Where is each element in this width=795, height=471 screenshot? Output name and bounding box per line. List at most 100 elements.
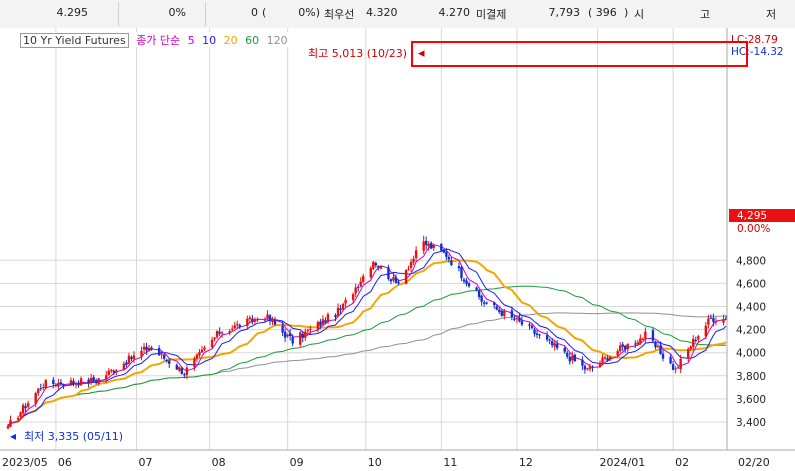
candle-body [712, 318, 715, 322]
highlight-box [411, 41, 748, 67]
candle-body [661, 353, 665, 359]
y-tick-label: 4,600 [736, 278, 766, 290]
price-tag [729, 209, 795, 222]
low-marker-arrow: ◂ [10, 429, 16, 443]
best-bid-value: 4.320 [366, 6, 398, 19]
volume-paren: ( [262, 6, 267, 19]
candle-body [618, 345, 622, 352]
candle-body [493, 302, 496, 306]
candle-body [709, 317, 713, 319]
candle-body [513, 318, 516, 320]
x-tick-label: 2024/01 [600, 456, 646, 469]
y-tick-label: 4,400 [736, 302, 766, 314]
candle-body [641, 338, 645, 340]
candle-body [634, 343, 637, 345]
best-bid-label: 최우선 [324, 8, 355, 21]
candle-body [671, 364, 675, 370]
candle-body [603, 357, 607, 359]
candle-body [281, 325, 284, 333]
candle-body [89, 378, 93, 383]
period-low-label: 최저 3,335 (05/11) [24, 430, 123, 443]
candlestick-chart[interactable]: 3,400 3,600 3,800 4,000 4,200 4,400 4,600 4,800… [0, 28, 795, 471]
second-price-value: 4.270 [438, 6, 471, 19]
candle-body [299, 332, 302, 345]
candle-body [606, 358, 609, 361]
candle-body [422, 241, 425, 251]
candle-body [518, 317, 521, 322]
candle-body [351, 294, 355, 300]
candle-body [145, 346, 148, 351]
candle-body [601, 357, 604, 363]
candle-body [550, 341, 554, 346]
percent-tag-value: 0.00% [737, 223, 770, 235]
x-axis-ticks: 2023/05 06 07 08 09 10 11 12 2024/01 02 02/20 [2, 456, 770, 469]
high-marker-arrow: ◂ [418, 46, 425, 61]
chart-title[interactable]: 10 Yr Yield Futures [20, 33, 129, 48]
candle-body [160, 353, 163, 355]
candle-body [414, 250, 418, 259]
candle-body [19, 412, 22, 417]
ma-period-5: 5 [187, 34, 195, 47]
candle-body [132, 355, 136, 359]
candle-body [16, 417, 20, 420]
candle-body [356, 287, 360, 289]
ma-20-line [7, 259, 727, 427]
candle-body [37, 389, 40, 394]
candle-body [520, 320, 524, 325]
candle-body [291, 336, 294, 344]
candle-body [195, 354, 199, 359]
candle-body [115, 370, 118, 373]
open-interest-value: 7,793 [548, 6, 581, 19]
candle-body [588, 366, 592, 370]
x-tick-label: 06 [58, 456, 72, 469]
candle-body [571, 355, 574, 361]
candle-body [651, 330, 655, 341]
candle-body [246, 318, 249, 326]
candle-body [183, 374, 186, 376]
candle-body [586, 368, 589, 370]
candle-body [180, 368, 184, 374]
candle-body [377, 266, 380, 268]
ma-10-line [7, 248, 727, 427]
x-tick-label: 12 [519, 456, 533, 469]
y-tick-label: 4,000 [736, 348, 766, 360]
candle-body [598, 362, 602, 367]
candle-body [74, 383, 78, 385]
candle-body [341, 303, 345, 310]
x-tick-label: 09 [290, 456, 304, 469]
candle-body [256, 319, 259, 321]
candle-body [324, 320, 327, 323]
change-percent: 0% [168, 6, 186, 19]
candle-body [654, 341, 657, 348]
candle-body [694, 340, 697, 342]
candle-body [97, 378, 100, 384]
candle-body [175, 365, 178, 370]
candle-body [288, 333, 292, 337]
candle-body [545, 335, 549, 340]
candle-body [624, 345, 627, 350]
candle-body [636, 342, 640, 345]
y-tick-label: 3,600 [736, 394, 766, 406]
candle-body [528, 324, 531, 326]
candle-body [213, 337, 216, 340]
candle-body [125, 362, 128, 365]
candle-body [676, 367, 680, 369]
candle-body [465, 280, 468, 284]
candle-body [510, 310, 514, 318]
candle-body [477, 290, 481, 298]
candle-body [283, 331, 287, 338]
candle-body [44, 380, 47, 389]
candle-body [621, 344, 624, 347]
x-tick-label: 08 [212, 456, 226, 469]
candle-layer [6, 235, 728, 430]
candle-body [87, 379, 90, 384]
header-divider [118, 2, 119, 26]
candle-body [147, 347, 151, 352]
candle-body [344, 299, 347, 304]
candle-body [220, 332, 224, 334]
candle-body [500, 310, 503, 316]
candle-body [354, 287, 357, 294]
candle-body [427, 244, 430, 247]
candle-body [200, 349, 204, 353]
x-tick-label: 10 [368, 456, 382, 469]
